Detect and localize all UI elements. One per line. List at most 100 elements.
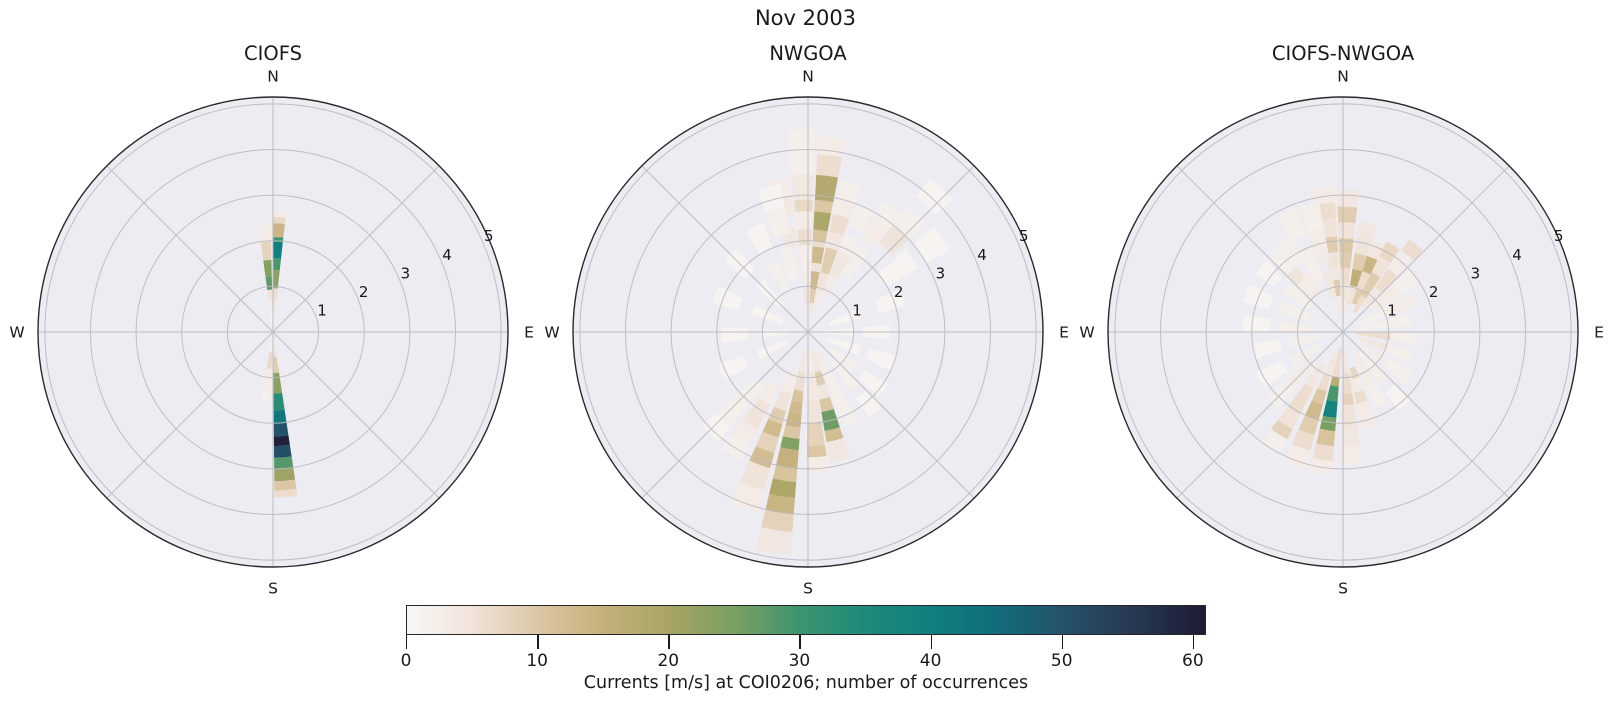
compass-label-e: E [1594, 323, 1604, 341]
rose-petal-segment [1326, 385, 1339, 402]
rose-petal-segment [806, 456, 829, 474]
rose-petal-segment [815, 351, 831, 375]
rose-petal-segment [273, 435, 290, 447]
rose-petal-segment [812, 229, 828, 243]
colorbar-tick-label: 40 [919, 651, 942, 671]
rose-petal-segment [717, 355, 749, 380]
radial-tick-label: 2 [894, 283, 904, 301]
rose-petal-segment [912, 226, 951, 264]
polar-grid [573, 97, 1043, 567]
rose-petal-segment [809, 288, 817, 304]
radial-tick-label: 2 [359, 283, 369, 301]
rose-petal-segment [836, 180, 862, 204]
rose-petal-segment [839, 234, 859, 257]
rose-petal-segment [1301, 271, 1324, 300]
rose-petal-segment [272, 211, 287, 218]
radial-tick-labels: 1 2 3 4 5 [317, 227, 493, 319]
radial-tick-label: 1 [317, 301, 327, 319]
rose-petal-segment [273, 409, 287, 424]
rose-petal-segment [819, 396, 834, 413]
rose-petal-segment [1358, 309, 1386, 326]
rose-petal-segment [268, 299, 273, 312]
rose-petal-segment [862, 217, 890, 246]
rose-petal-segment [1338, 222, 1356, 240]
compass-label-n: N [802, 67, 814, 85]
rose-petal-segment [712, 286, 743, 311]
rose-petal-segment [1317, 373, 1331, 392]
rose-petal-segment [788, 400, 803, 414]
rose-petal-segment [808, 302, 814, 317]
rose-petal-segment [755, 527, 793, 555]
rose-petal-segment [1352, 253, 1368, 272]
rose-petal-segment [807, 399, 822, 424]
rose-petal-segment [266, 352, 273, 369]
radial-tick-labels: 1 2 3 4 5 [852, 227, 1028, 319]
rose-petal-segment [1319, 415, 1337, 432]
rose-petal-segment [1385, 359, 1414, 385]
rose-petal-segment [261, 392, 271, 402]
rose-petal-segment [1360, 343, 1391, 367]
rose-petal-segment [1401, 239, 1423, 261]
rose-petal-segment [1305, 361, 1327, 389]
radial-tick-label: 3 [936, 264, 946, 282]
rose-petal-segment [1342, 392, 1354, 406]
rose-petal-segment [1282, 282, 1313, 310]
rose-petal-segment [1362, 255, 1379, 275]
rose-petal-segment [797, 229, 812, 246]
colorbar: 0 10 20 30 40 50 60 Currents [m/s] at COI0206;… [401, 605, 1206, 693]
polar-outer-edge [1107, 96, 1579, 568]
ciofs-nwgoa-polar-plot: 1 2 3 4 5 N E S W [1079, 67, 1604, 597]
rose-petal-segment [1388, 253, 1411, 277]
rose-petal-segment [1287, 266, 1305, 285]
rose-petal-segment [730, 481, 765, 513]
rose-petal-segment [776, 447, 799, 469]
rose-petal-segment [1393, 269, 1420, 295]
rose-petal-segment [761, 509, 794, 533]
colorbar-tick-label: 20 [657, 651, 680, 671]
rose-petal-segment [833, 198, 855, 219]
rose-petal-segment [272, 223, 285, 238]
rose-petal-segment [814, 370, 826, 387]
rose-petal-segment [268, 313, 273, 332]
compass-label-w: W [544, 323, 559, 341]
rose-petal-segment [791, 389, 804, 403]
rose-petal-segment [874, 201, 901, 228]
rose-petal-segment [808, 316, 812, 332]
rose-petal-segment [1353, 355, 1375, 387]
rose-petal-segment [272, 258, 282, 271]
rose-petal-segment [1255, 261, 1283, 287]
rose-petal-segment [274, 489, 298, 498]
rose-petal-segment [1298, 246, 1324, 285]
radial-tick-label: 4 [442, 246, 452, 264]
compass-label-s: S [1338, 579, 1348, 597]
rose-petal-segment [833, 395, 858, 427]
rose-petal-segment [1242, 314, 1272, 332]
colorbar-label: Currents [m/s] at COI0206; number of occ… [583, 673, 1029, 693]
rose-petal-segment [1361, 287, 1382, 310]
rose-petal-segment [811, 246, 825, 264]
rose-petal-segment [814, 199, 834, 214]
rose-petal-segment [915, 178, 953, 215]
rose-petal-segment [274, 467, 296, 482]
rose-petal-segment [1342, 404, 1358, 428]
rose-petal-segment [273, 332, 276, 346]
colorbar-tick-label: 30 [788, 651, 811, 671]
rose-petal-segment [1366, 382, 1388, 408]
rose-petal-segment [273, 392, 285, 411]
rose-petal-segment [746, 222, 774, 255]
polar-outer-edge [572, 96, 1044, 568]
rose-petal-segment [272, 241, 283, 259]
rose-petal-segment [1356, 271, 1372, 292]
rose-petal-segment [842, 245, 870, 279]
colorbar-tick-label: 50 [1050, 651, 1073, 671]
rose-petal-segment [702, 413, 730, 442]
radial-tick-label: 4 [977, 246, 987, 264]
rose-petal-segment [780, 436, 800, 451]
rose-petal-segment [715, 395, 748, 428]
rose-petal-segment [773, 390, 791, 412]
rose-petal-segment [1335, 295, 1343, 317]
rose-petal-segment [1352, 294, 1367, 314]
rose-petal-segment [1349, 268, 1363, 288]
rose-petal-segment [822, 276, 837, 297]
colorbar-tick-label: 10 [526, 651, 548, 671]
